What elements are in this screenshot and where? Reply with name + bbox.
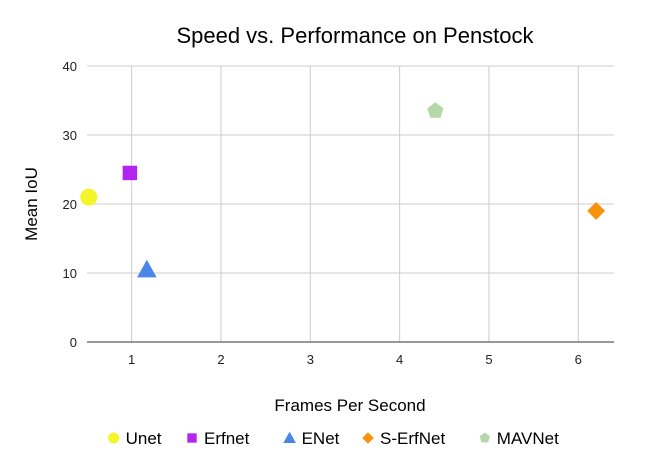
legend-label: S-ErfNet (380, 429, 445, 448)
legend-marker-s-erfnet (362, 432, 374, 444)
data-point-unet (80, 188, 98, 206)
x-axis-label: Frames Per Second (274, 396, 425, 415)
data-points (80, 102, 606, 278)
legend-marker-erfnet (187, 433, 197, 443)
legend-item-s-erfnet: S-ErfNet (362, 429, 445, 448)
y-axis-label: Mean IoU (22, 167, 41, 241)
x-tick-label: 1 (128, 352, 135, 367)
data-point-s-erfnet (587, 201, 606, 220)
legend-item-unet: Unet (108, 429, 162, 448)
legend-item-erfnet: Erfnet (187, 429, 250, 448)
legend-item-mavnet: MAVNet (479, 429, 559, 448)
gridlines (87, 65, 614, 342)
x-tick-label: 5 (485, 352, 492, 367)
x-tick-label: 2 (217, 352, 224, 367)
legend: Unet Erfnet ENet S-ErfNet MAVNet (108, 429, 559, 448)
y-tick-label: 40 (63, 59, 77, 74)
legend-label: ENet (302, 429, 340, 448)
x-tick-label: 3 (307, 352, 314, 367)
y-tick-label: 0 (70, 335, 77, 350)
y-tick-label: 20 (63, 197, 77, 212)
y-tick-label: 10 (63, 266, 77, 281)
y-tick-label: 30 (63, 128, 77, 143)
legend-marker-unet (108, 432, 120, 444)
legend-label: Unet (126, 429, 162, 448)
legend-marker-mavnet (479, 432, 490, 443)
data-point-enet (137, 259, 157, 278)
x-tick-label: 6 (575, 352, 582, 367)
x-tick-label: 4 (396, 352, 403, 367)
data-point-mavnet (427, 102, 444, 118)
data-point-erfnet (122, 165, 138, 181)
legend-label: MAVNet (497, 429, 559, 448)
legend-item-enet: ENet (283, 429, 340, 448)
legend-label: Erfnet (204, 429, 250, 448)
tick-labels: 0 10 20 30 40 1 2 3 4 5 6 (63, 59, 582, 367)
chart-title: Speed vs. Performance on Penstock (176, 23, 534, 48)
legend-marker-enet (283, 431, 296, 444)
